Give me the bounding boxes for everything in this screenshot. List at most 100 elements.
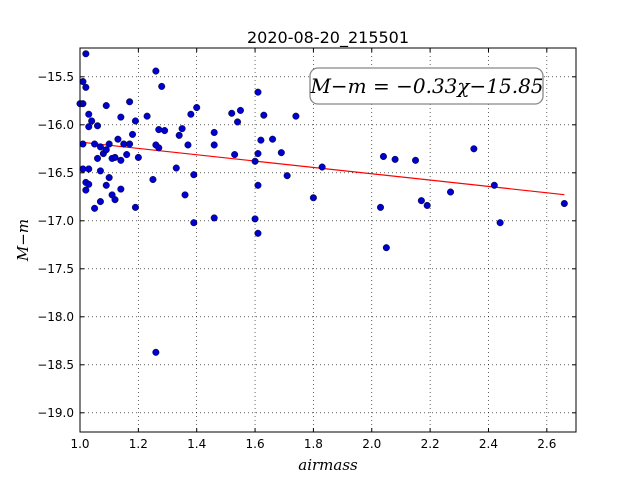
data-point bbox=[423, 201, 431, 209]
y-tick-label: −17.0 bbox=[37, 214, 74, 228]
grid bbox=[79, 48, 576, 432]
data-point bbox=[210, 128, 218, 136]
x-tick-label: 2.2 bbox=[421, 437, 440, 451]
data-point bbox=[102, 146, 110, 154]
data-point bbox=[117, 185, 125, 193]
annotation-text: M−m = −0.33χ−15.85 bbox=[309, 74, 543, 98]
data-point bbox=[560, 200, 568, 208]
data-point bbox=[470, 145, 478, 153]
data-point bbox=[82, 50, 90, 58]
x-tick-label: 2.0 bbox=[362, 437, 381, 451]
data-point bbox=[96, 167, 104, 175]
data-point bbox=[187, 110, 195, 118]
data-point bbox=[114, 135, 122, 143]
data-point bbox=[88, 117, 96, 125]
equation-annotation: M−m = −0.33χ−15.85 bbox=[309, 67, 544, 105]
data-point bbox=[91, 140, 99, 148]
y-tick-label: −17.5 bbox=[37, 262, 74, 276]
data-point bbox=[161, 127, 169, 135]
y-tick-label: −18.5 bbox=[37, 358, 74, 372]
y-tick-labels: −15.5 −16.0 −16.5 −17.0 −17.5 −18.0 −18.5 −19.0 bbox=[37, 70, 74, 420]
data-point bbox=[79, 140, 87, 148]
data-point bbox=[490, 181, 498, 189]
data-point bbox=[79, 78, 87, 86]
data-point bbox=[120, 140, 128, 148]
data-point bbox=[94, 122, 102, 130]
data-point bbox=[155, 126, 163, 134]
data-point bbox=[228, 109, 236, 117]
data-point bbox=[131, 203, 139, 211]
data-point bbox=[111, 196, 119, 204]
x-tick-label: 2.6 bbox=[537, 437, 556, 451]
data-point bbox=[190, 219, 198, 227]
data-point bbox=[382, 244, 390, 252]
data-point bbox=[79, 165, 87, 173]
data-point bbox=[123, 151, 131, 159]
y-axis-label: M−m bbox=[14, 219, 32, 262]
y-tick-label: −18.0 bbox=[37, 310, 74, 324]
data-point bbox=[236, 106, 244, 114]
data-point bbox=[172, 164, 180, 172]
data-point bbox=[181, 191, 189, 199]
axis-ticks bbox=[79, 48, 576, 432]
data-point bbox=[251, 215, 259, 223]
data-point bbox=[277, 149, 285, 157]
data-point bbox=[152, 67, 160, 75]
data-point bbox=[234, 118, 242, 126]
data-point bbox=[260, 111, 268, 119]
data-point bbox=[143, 112, 151, 120]
data-point bbox=[309, 194, 317, 202]
x-tick-label: 1.6 bbox=[246, 437, 265, 451]
y-tick-label: −16.0 bbox=[37, 118, 74, 132]
data-point bbox=[193, 104, 201, 112]
data-point bbox=[254, 229, 262, 237]
data-point bbox=[254, 88, 262, 96]
data-point bbox=[82, 186, 90, 194]
data-point bbox=[82, 83, 90, 91]
x-tick-label: 1.8 bbox=[304, 437, 323, 451]
data-point bbox=[85, 180, 93, 188]
y-tick-label: −16.5 bbox=[37, 166, 74, 180]
y-tick-label: −19.0 bbox=[37, 406, 74, 420]
plot-area bbox=[76, 47, 577, 433]
data-point bbox=[96, 198, 104, 206]
x-tick-label: 1.2 bbox=[129, 437, 148, 451]
data-point bbox=[175, 131, 183, 139]
data-point bbox=[149, 176, 157, 184]
plot-frame bbox=[79, 47, 577, 433]
data-point bbox=[155, 144, 163, 152]
data-point bbox=[257, 136, 265, 144]
annotation-box bbox=[309, 67, 544, 105]
data-point bbox=[210, 141, 218, 149]
data-point bbox=[117, 113, 125, 121]
data-point bbox=[102, 181, 110, 189]
data-point bbox=[318, 163, 326, 171]
y-tick-label: −15.5 bbox=[37, 70, 74, 84]
data-point bbox=[126, 140, 134, 148]
data-point bbox=[379, 152, 387, 160]
data-point bbox=[85, 123, 93, 131]
data-point bbox=[210, 214, 218, 222]
data-point bbox=[105, 140, 113, 148]
data-point bbox=[111, 153, 119, 161]
data-point bbox=[231, 151, 239, 159]
data-point bbox=[412, 156, 420, 164]
data-point bbox=[377, 203, 385, 211]
data-point bbox=[134, 153, 142, 161]
data-point bbox=[178, 125, 186, 133]
data-point bbox=[254, 150, 262, 158]
data-point bbox=[131, 117, 139, 125]
data-point bbox=[105, 174, 113, 182]
data-point bbox=[391, 155, 399, 163]
x-axis-label: airmass bbox=[298, 456, 358, 474]
data-point bbox=[94, 154, 102, 162]
data-point bbox=[417, 197, 425, 205]
x-tick-labels: 1.0 1.2 1.4 1.6 1.8 2.0 2.2 2.4 2.6 bbox=[70, 437, 556, 451]
data-points bbox=[76, 50, 568, 356]
data-point bbox=[251, 157, 259, 165]
data-point bbox=[496, 219, 504, 227]
data-point bbox=[117, 156, 125, 164]
data-point bbox=[254, 181, 262, 189]
data-point bbox=[283, 172, 291, 180]
data-point bbox=[85, 110, 93, 118]
